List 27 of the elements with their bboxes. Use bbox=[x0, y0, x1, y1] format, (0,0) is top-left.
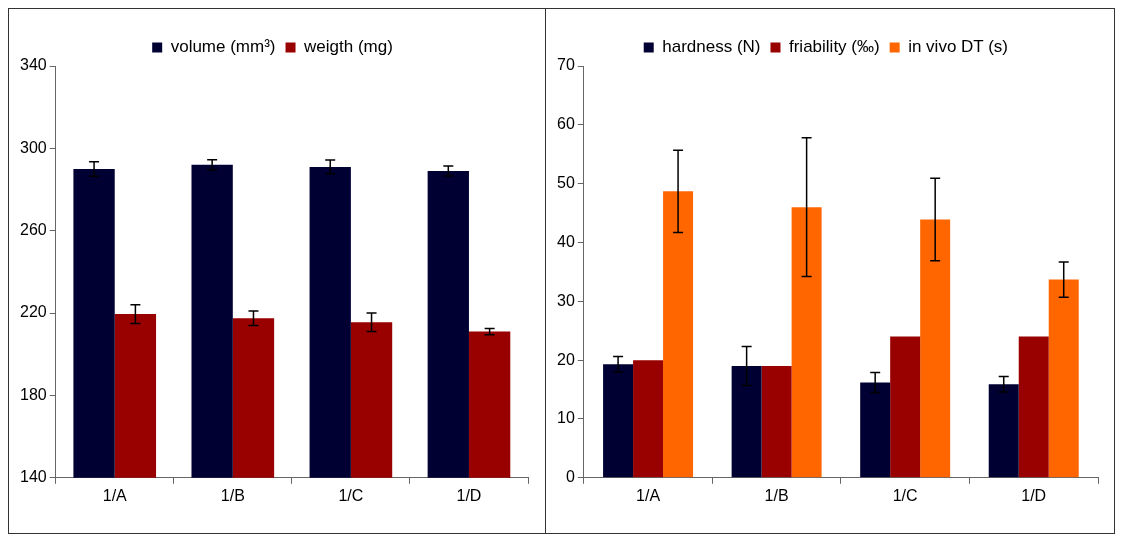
x-tick-label: 1/C bbox=[892, 486, 918, 504]
x-tick-label: 1/B bbox=[220, 486, 245, 504]
x-tick-label: 1/A bbox=[102, 486, 128, 504]
legend-label: hardness (N) bbox=[662, 37, 761, 57]
legend-label: volume (mm³) bbox=[170, 37, 276, 57]
y-tick-label: 30 bbox=[557, 291, 575, 309]
y-tick-label: 220 bbox=[19, 303, 47, 321]
y-tick-label: 60 bbox=[557, 115, 575, 133]
y-tick-label: 10 bbox=[557, 409, 575, 427]
x-tick-label: 1/C bbox=[338, 486, 364, 504]
y-tick-label: 40 bbox=[557, 232, 575, 250]
x-tick-label: 1/B bbox=[764, 486, 789, 504]
y-tick-label: 340 bbox=[19, 56, 47, 74]
y-tick-label: 70 bbox=[557, 56, 575, 74]
y-tick-label: 50 bbox=[557, 174, 575, 192]
x-tick-label: 1/D bbox=[1021, 486, 1047, 504]
legend-label: friability (‰) bbox=[788, 37, 880, 57]
x-tick-label: 1/D bbox=[456, 486, 482, 504]
legend-label: in vivo DT (s) bbox=[908, 37, 1008, 57]
y-tick-label: 260 bbox=[19, 221, 47, 239]
y-tick-label: 180 bbox=[19, 385, 47, 403]
y-tick-label: 20 bbox=[557, 350, 575, 368]
y-tick-label: 0 bbox=[565, 468, 575, 486]
legend-label: weigth (mg) bbox=[303, 37, 393, 57]
y-tick-label: 300 bbox=[19, 138, 47, 156]
x-tick-label: 1/A bbox=[636, 486, 661, 504]
y-tick-label: 140 bbox=[19, 468, 47, 486]
